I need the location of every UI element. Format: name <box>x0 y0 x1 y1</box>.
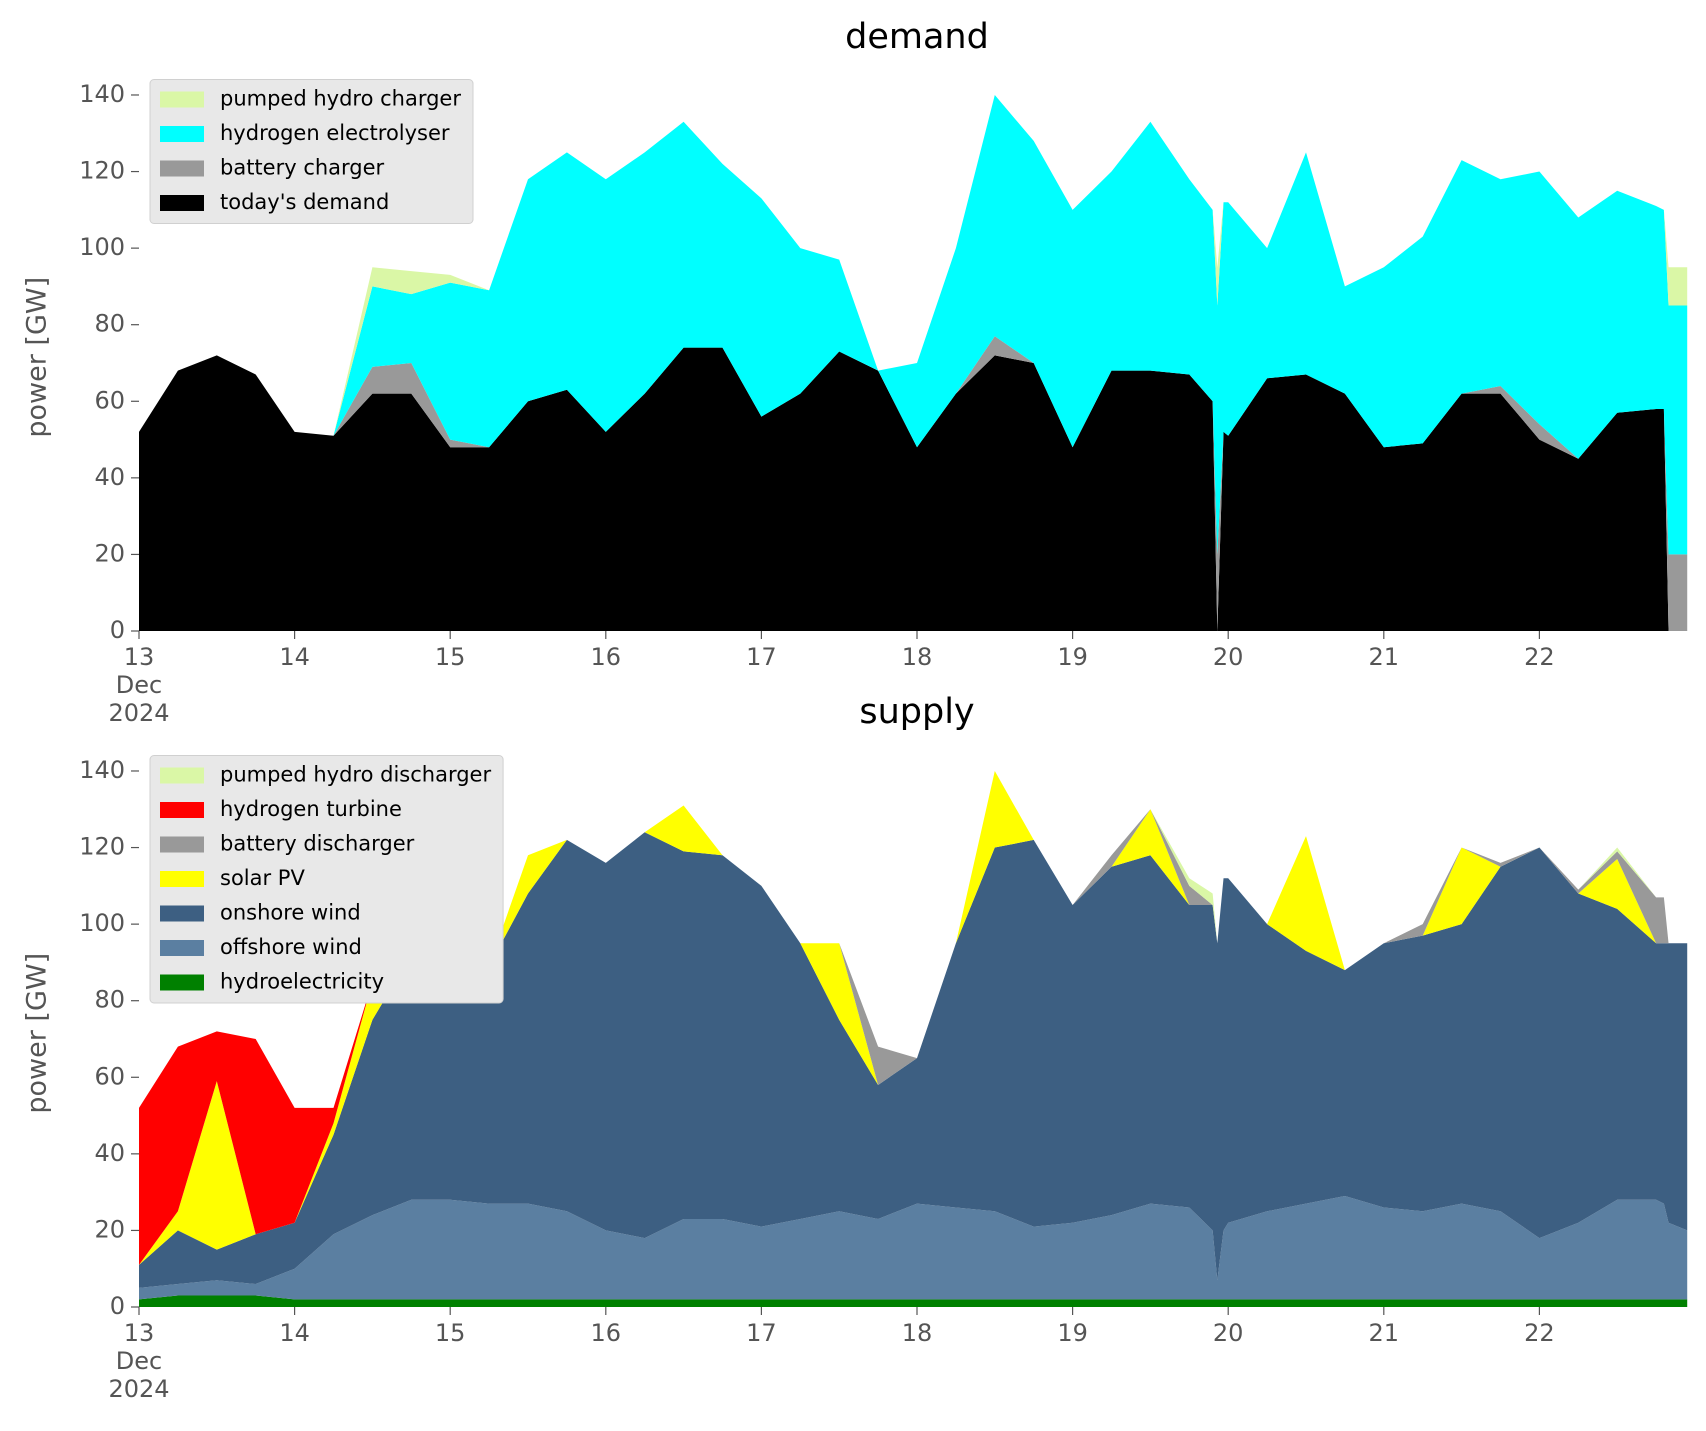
legend-swatch <box>160 940 204 956</box>
y-tick-label: 100 <box>79 909 125 937</box>
legend-swatch <box>160 126 204 142</box>
x-tick-label: 15 <box>434 643 466 671</box>
y-tick-label: 60 <box>94 1062 125 1090</box>
x-tick-label: 22 <box>1524 1319 1555 1347</box>
legend-label: solar PV <box>220 866 305 890</box>
area <box>139 94 1688 555</box>
x-tick-label: 13 Dec 2024 <box>108 1319 170 1403</box>
legend-swatch <box>160 767 204 784</box>
y-tick-label: 20 <box>94 1215 125 1243</box>
legend-label: offshore wind <box>220 935 362 959</box>
y-tick-label: 140 <box>79 80 125 108</box>
legend-swatch <box>160 905 204 922</box>
x-tick-label: 20 <box>1212 643 1244 671</box>
y-tick-label: 20 <box>94 539 125 567</box>
area <box>139 770 1688 1265</box>
x-tick-label: 21 <box>1368 643 1400 671</box>
y-tick-label: 120 <box>79 157 125 185</box>
legend-swatch <box>160 195 204 211</box>
legend-label: hydrogen turbine <box>220 797 402 821</box>
legend-swatch <box>160 802 204 818</box>
legend-swatch <box>160 91 204 108</box>
x-tick-label: 21 <box>1368 1319 1400 1347</box>
y-tick-label: 120 <box>79 833 125 861</box>
x-tick-label: 18 <box>901 643 933 671</box>
chart-title: supply <box>859 692 974 732</box>
area <box>139 770 1688 1265</box>
legend-swatch <box>160 974 204 991</box>
y-axis-label: power [GW] <box>22 277 53 438</box>
y-tick-label: 100 <box>79 233 125 261</box>
y-tick-label: 80 <box>94 986 125 1014</box>
x-tick-label: 22 <box>1524 643 1555 671</box>
legend-label: battery discharger <box>220 832 415 856</box>
x-tick-label: 18 <box>901 1319 933 1347</box>
legend: pumped hydro charger hydrogen electrolyse… <box>149 79 474 224</box>
x-tick-label: 20 <box>1212 1319 1244 1347</box>
area <box>139 1195 1688 1300</box>
legend-swatch <box>160 160 204 177</box>
y-tick-label: 0 <box>110 1292 125 1320</box>
legend-label: onshore wind <box>220 901 361 925</box>
x-tick-label: 16 <box>590 643 622 671</box>
legend-swatch <box>160 871 204 887</box>
legend-label: hydrogen electrolyser <box>220 121 450 145</box>
legend-label: today's demand <box>220 190 389 214</box>
x-tick-label: 17 <box>746 643 777 671</box>
y-axis-label: power [GW] <box>22 953 53 1114</box>
x-tick-label: 19 <box>1057 1319 1088 1347</box>
legend-label: pumped hydro discharger <box>220 763 491 787</box>
x-tick-label: 19 <box>1057 643 1088 671</box>
y-tick-label: 40 <box>94 463 125 491</box>
area <box>139 832 1688 1288</box>
legend-box <box>149 755 504 1004</box>
legend-label: hydroelectricity <box>220 970 384 994</box>
x-tick-label: 16 <box>590 1319 622 1347</box>
x-tick-label: 14 <box>279 1319 310 1347</box>
y-tick-label: 80 <box>94 310 125 338</box>
legend-box <box>149 79 474 224</box>
x-tick-label: 14 <box>279 643 310 671</box>
area <box>139 347 1688 631</box>
chart-title: demand <box>845 17 989 57</box>
area <box>139 1295 1688 1307</box>
legend-label: battery charger <box>220 156 385 180</box>
legend: pumped hydro discharger hydrogen turbine b… <box>149 755 504 1004</box>
x-tick-label: 13 Dec 2024 <box>108 643 170 727</box>
y-tick-label: 0 <box>110 616 125 644</box>
x-tick-label: 17 <box>746 1319 777 1347</box>
y-tick-label: 140 <box>79 756 125 784</box>
x-tick-label: 15 <box>434 1319 466 1347</box>
y-tick-label: 40 <box>94 1139 125 1167</box>
y-tick-label: 60 <box>94 386 125 414</box>
legend-swatch <box>160 836 204 853</box>
legend-label: pumped hydro charger <box>220 87 461 111</box>
